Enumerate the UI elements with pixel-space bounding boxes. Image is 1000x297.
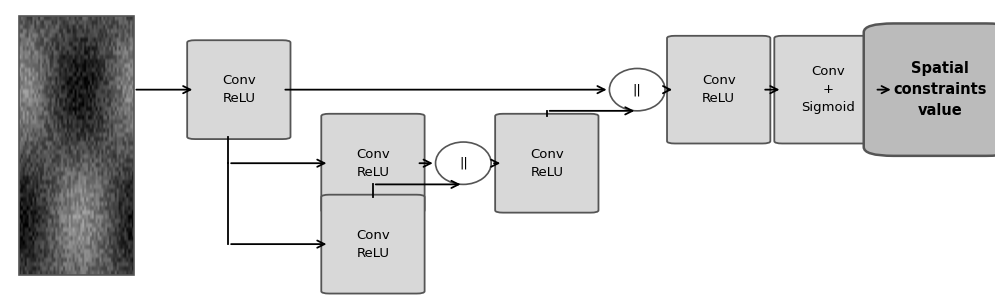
Text: Spatial
constraints
value: Spatial constraints value [893, 61, 986, 118]
Ellipse shape [436, 142, 491, 184]
FancyBboxPatch shape [667, 36, 770, 143]
Bar [19, 16, 134, 275]
Text: Conv
ReLU: Conv ReLU [356, 229, 390, 260]
Text: Conv
ReLU: Conv ReLU [222, 74, 256, 105]
FancyBboxPatch shape [864, 23, 1000, 156]
Text: Conv
ReLU: Conv ReLU [356, 148, 390, 179]
Text: ||: || [633, 83, 642, 96]
Text: Conv
ReLU: Conv ReLU [702, 74, 736, 105]
Ellipse shape [609, 69, 665, 111]
FancyBboxPatch shape [321, 195, 425, 293]
Text: ||: || [459, 157, 468, 170]
Text: Conv
+
Sigmoid: Conv + Sigmoid [802, 65, 855, 114]
Text: Conv
ReLU: Conv ReLU [530, 148, 564, 179]
FancyBboxPatch shape [774, 36, 883, 143]
FancyBboxPatch shape [187, 40, 290, 139]
FancyBboxPatch shape [321, 114, 425, 213]
FancyBboxPatch shape [495, 114, 598, 213]
